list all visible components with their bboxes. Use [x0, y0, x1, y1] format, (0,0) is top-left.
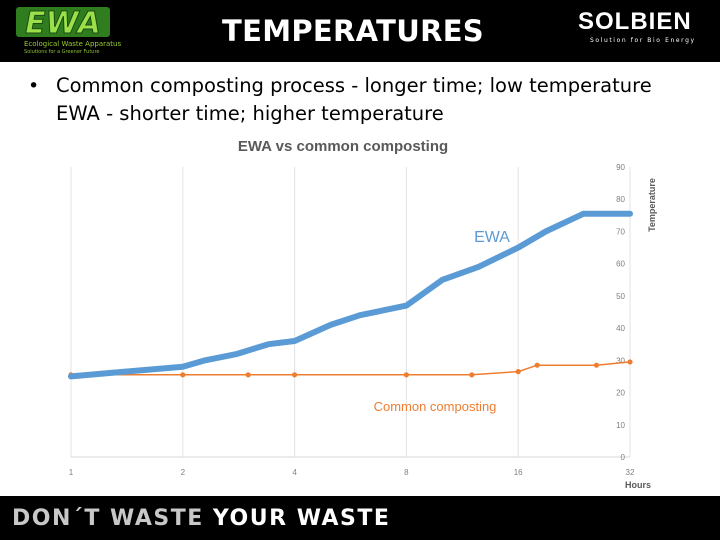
series-label-ewa: EWA [474, 229, 510, 246]
solbien-name: SOLBIEN [578, 8, 692, 35]
x-axis-title: Hours [625, 480, 651, 490]
ewa-logo-text: EWA [25, 6, 101, 40]
footer-slogan-part-a: DON´T WASTE [12, 506, 213, 531]
bullet-list: • Common composting process - longer tim… [28, 72, 708, 128]
data-point-common-composting [403, 372, 409, 378]
y-tick-label: 0 [621, 453, 626, 462]
page-title: TEMPERATURES [222, 14, 484, 48]
y-tick-label: 20 [616, 389, 625, 398]
y-axis-title: Temperature [647, 178, 657, 232]
y-tick-label: 50 [616, 292, 625, 301]
series-line-ewa [68, 210, 633, 380]
data-point-common-composting [180, 372, 186, 378]
x-tick-label: 2 [181, 468, 186, 477]
x-tick-label: 4 [292, 468, 297, 477]
data-point-common-composting [534, 362, 540, 368]
x-tick-label: 16 [514, 468, 523, 477]
chart-title: EWA vs common composting [238, 138, 448, 155]
bullet-text: EWA - shorter time; higher temperature [56, 102, 444, 125]
bullet-item: EWA - shorter time; higher temperature [28, 100, 708, 128]
ewa-logo: EWA Ecological Waste Apparatus Solutions… [8, 4, 138, 56]
header-bar: EWA Ecological Waste Apparatus Solutions… [0, 0, 720, 62]
solbien-tagline: Solution for Bio Energy [590, 37, 696, 44]
y-tick-label: 80 [616, 195, 625, 204]
bullet-dot-icon: • [28, 75, 40, 97]
y-tick-label: 10 [616, 421, 625, 430]
data-point-common-composting [627, 359, 633, 365]
solbien-logo: SOLBIEN Solution for Bio Energy [578, 8, 698, 48]
data-point-common-composting [515, 369, 521, 375]
data-point-common-composting [292, 372, 298, 378]
bullet-item: • Common composting process - longer tim… [28, 72, 708, 100]
series-line-common-composting [71, 361, 631, 376]
y-tick-label: 70 [616, 227, 625, 236]
ewa-subtagline: Solutions for a Greener Future [24, 49, 100, 55]
bullet-text: Common composting process - longer time;… [56, 74, 652, 97]
ewa-tagline: Ecological Waste Apparatus [24, 40, 122, 48]
data-point-common-composting [593, 362, 600, 368]
x-tick-label: 1 [69, 468, 74, 477]
data-point-common-composting [469, 372, 475, 378]
footer-slogan: DON´T WASTE YOUR WASTE [12, 506, 390, 531]
y-tick-label: 40 [616, 324, 625, 333]
x-tick-label: 32 [626, 468, 635, 477]
x-tick-label: 8 [404, 468, 409, 477]
y-tick-label: 30 [616, 356, 625, 365]
y-tick-label: 90 [616, 163, 625, 172]
series-label-common-composting: Common composting [374, 399, 497, 414]
y-tick-label: 60 [616, 260, 625, 269]
footer-bar: DON´T WASTE YOUR WASTE [0, 496, 720, 540]
temperature-chart: EWA vs common composting 1 2 4 8 16 32 0 10 20 30 4… [60, 130, 680, 495]
data-point-common-composting [245, 372, 251, 378]
footer-slogan-part-b: YOUR WASTE [212, 506, 391, 531]
